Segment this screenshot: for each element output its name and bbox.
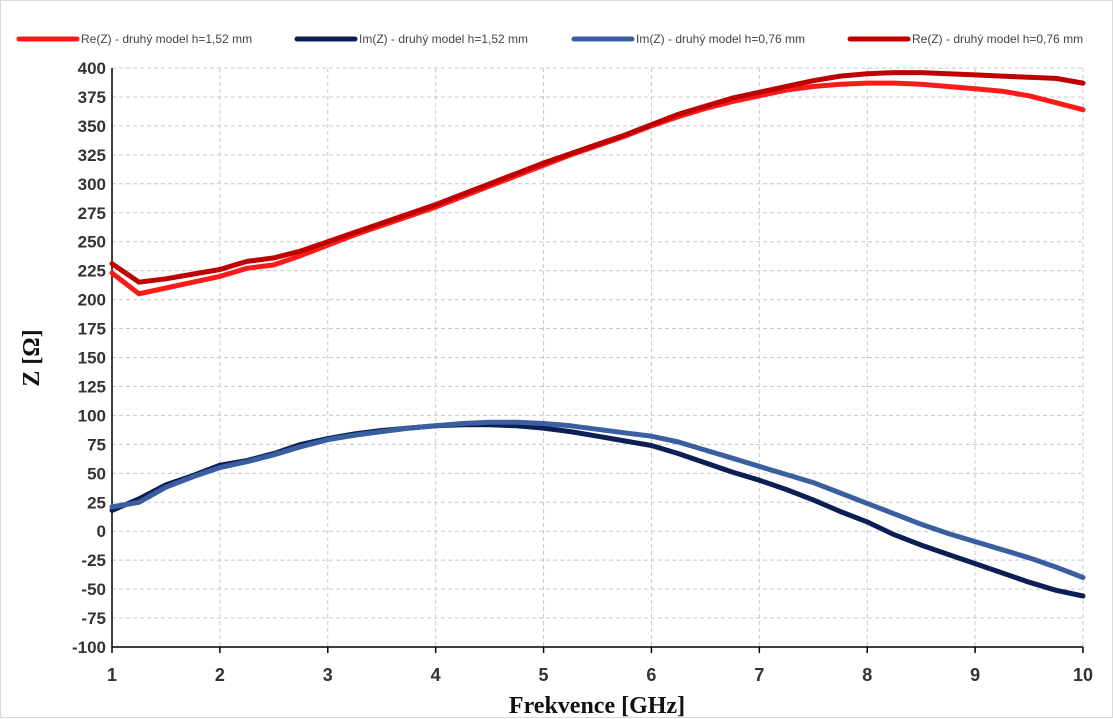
grid [112, 67, 1084, 647]
axes [111, 68, 1084, 653]
legend-label: Re(Z) - druhý model h=1,52 mm [81, 32, 252, 46]
x-tick-label: 4 [431, 665, 441, 685]
y-axis-title: Z [Ω] [19, 329, 45, 386]
y-tick-label: -75 [81, 609, 106, 628]
x-tick-label: 8 [862, 665, 872, 685]
y-tick-label: -100 [72, 638, 106, 657]
y-tick-label: 300 [78, 175, 106, 194]
x-tick-label: 10 [1073, 665, 1093, 685]
y-tick-label: 250 [78, 233, 106, 252]
y-tick-label: 350 [78, 117, 106, 136]
y-tick-label: 150 [78, 349, 106, 368]
y-tick-label: -50 [81, 580, 106, 599]
y-tick-label: 325 [78, 146, 106, 165]
series-line-2 [109, 422, 1086, 599]
legend-label: Im(Z) - druhý model h=1,52 mm [359, 32, 528, 46]
legend-entry-4: Re(Z) - druhý model h=0,76 mm [847, 32, 1083, 46]
y-tick-label: 375 [78, 88, 106, 107]
x-tick-label: 3 [323, 665, 333, 685]
x-tick-label: 1 [107, 665, 117, 685]
series-line-3 [109, 419, 1086, 580]
x-tick-label: 9 [970, 665, 980, 685]
y-tick-label: 100 [78, 406, 106, 425]
y-tick-label: 25 [87, 493, 106, 512]
legend-label: Re(Z) - druhý model h=0,76 mm [912, 32, 1083, 46]
x-tick-label: 5 [539, 665, 549, 685]
y-tick-label: 50 [87, 464, 106, 483]
y-tick-label: 75 [87, 435, 106, 454]
y-tick-label: 175 [78, 320, 106, 339]
tick-labels: 4003753503253002752502252001751501251007… [72, 59, 1093, 685]
x-tick-label: 7 [754, 665, 764, 685]
x-tick-label: 6 [646, 665, 656, 685]
y-tick-label: 400 [78, 59, 106, 78]
legend-label: Im(Z) - druhý model h=0,76 mm [636, 32, 805, 46]
y-tick-label: 125 [78, 377, 106, 396]
y-tick-label: 275 [78, 204, 106, 223]
legend-entry-2: Im(Z) - druhý model h=1,52 mm [294, 32, 528, 46]
legend: Re(Z) - druhý model h=1,52 mm Im(Z) - dru… [16, 32, 1083, 46]
y-tick-label: 225 [78, 262, 106, 281]
legend-entry-1: Re(Z) - druhý model h=1,52 mm [16, 32, 252, 46]
x-tick-label: 2 [215, 665, 225, 685]
series-lines [109, 70, 1086, 599]
legend-entry-3: Im(Z) - druhý model h=0,76 mm [571, 32, 805, 46]
series-line-4 [109, 70, 1086, 285]
y-tick-label: 0 [97, 522, 106, 541]
y-tick-label: -25 [81, 551, 106, 570]
x-axis-title: Frekvence [GHz] [509, 693, 685, 719]
y-tick-label: 200 [78, 291, 106, 310]
